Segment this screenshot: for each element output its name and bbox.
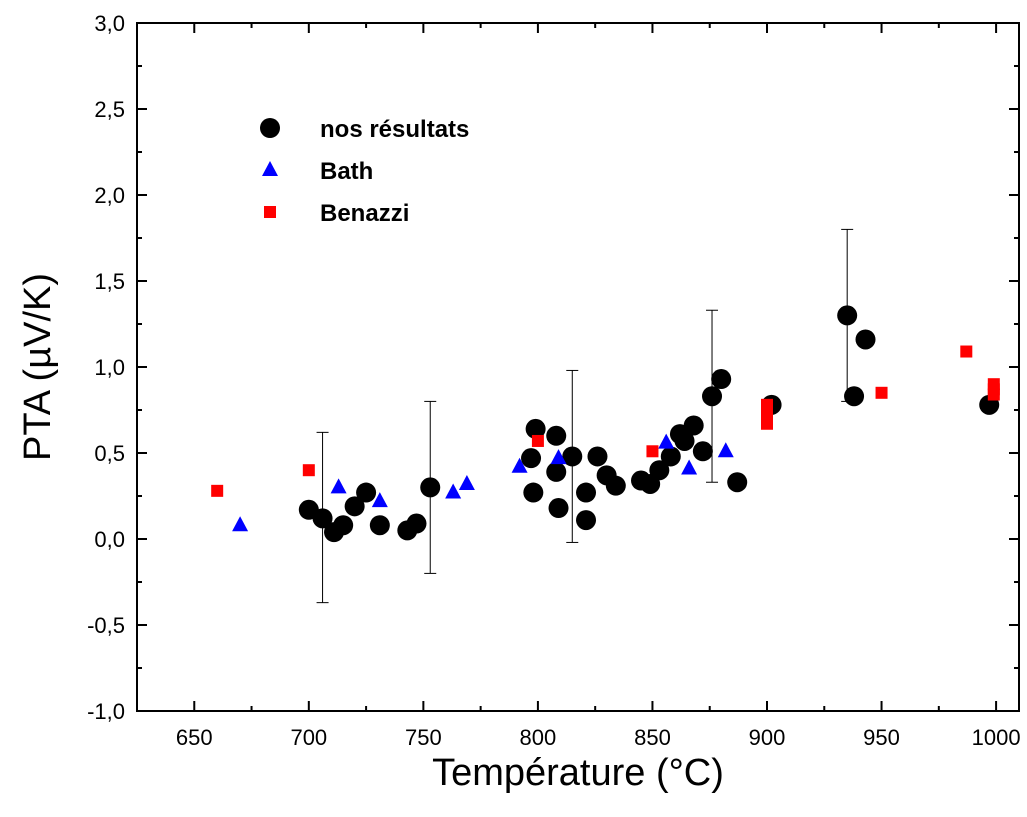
x-tick-label: 750	[405, 725, 442, 750]
data-point	[420, 477, 441, 498]
data-point	[356, 482, 377, 503]
x-tick-label: 950	[863, 725, 900, 750]
data-point	[605, 475, 626, 496]
data-point	[649, 460, 670, 481]
axis-ticks: 650 700 750 800 850 900 950 1000 -1,0 -0,5 0,0 0,5 1…	[87, 11, 1020, 750]
data-point	[371, 492, 388, 508]
x-axis-title: Température (°C)	[432, 752, 724, 794]
data-point	[683, 415, 704, 436]
data-point	[576, 510, 597, 531]
data-point	[727, 472, 748, 493]
x-tick-label: 1000	[972, 725, 1021, 750]
x-tick-label: 650	[176, 725, 213, 750]
data-point	[548, 498, 569, 519]
data-point	[330, 478, 347, 494]
data-point	[717, 442, 734, 458]
data-point	[960, 345, 973, 358]
data-point	[855, 329, 876, 350]
data-point	[333, 515, 354, 536]
data-point	[875, 386, 888, 399]
data-point	[511, 457, 528, 473]
data-point	[646, 445, 659, 458]
y-tick-label: 2,5	[94, 97, 125, 122]
data-point	[987, 378, 1000, 391]
data-point	[674, 430, 695, 451]
data-point	[844, 386, 865, 407]
data-point	[761, 398, 773, 411]
data-point	[445, 483, 462, 499]
data-point	[406, 513, 427, 534]
x-tick-label: 800	[520, 725, 557, 750]
data-point	[369, 515, 390, 536]
data-point	[312, 508, 333, 529]
series-1	[232, 433, 734, 532]
data-series	[211, 305, 1000, 543]
data-point	[587, 446, 608, 467]
x-tick-label: 900	[749, 725, 786, 750]
legend-marker	[264, 206, 276, 218]
series-2	[211, 345, 1000, 497]
y-tick-label: 0,0	[94, 527, 125, 552]
legend-label: Benazzi	[320, 200, 409, 227]
data-point	[692, 441, 713, 462]
data-point	[837, 305, 858, 326]
data-point	[681, 459, 698, 475]
data-point	[658, 433, 675, 449]
y-tick-label: -1,0	[87, 699, 125, 724]
x-tick-label: 850	[634, 725, 671, 750]
legend-label: Bath	[320, 158, 373, 185]
legend-marker	[262, 161, 278, 176]
y-tick-label: 0,5	[94, 441, 125, 466]
data-point	[211, 484, 224, 497]
data-point	[550, 449, 567, 465]
y-tick-label: -0,5	[87, 613, 125, 638]
data-point	[546, 425, 567, 446]
data-point	[761, 417, 773, 430]
y-axis-title: PTA (µV/K)	[17, 273, 59, 461]
data-point	[711, 369, 732, 390]
data-point	[523, 482, 544, 503]
data-point	[576, 482, 597, 503]
data-point	[660, 446, 681, 467]
x-tick-label: 700	[290, 725, 327, 750]
data-point	[521, 448, 542, 469]
data-point	[562, 446, 583, 467]
data-point	[702, 386, 723, 407]
data-point	[531, 434, 544, 447]
data-point	[344, 496, 365, 517]
y-tick-label: 1,5	[94, 269, 125, 294]
legend: nos résultats Bath Benazzi	[260, 116, 469, 227]
data-point	[546, 461, 567, 482]
y-tick-label: 1,0	[94, 355, 125, 380]
y-tick-label: 3,0	[94, 11, 125, 36]
legend-label: nos résultats	[320, 116, 469, 143]
legend-marker	[260, 118, 280, 138]
data-point	[302, 464, 315, 477]
data-point	[232, 516, 249, 532]
data-point	[525, 418, 546, 439]
y-tick-label: 2,0	[94, 183, 125, 208]
series-0	[298, 305, 1000, 543]
data-point	[458, 474, 475, 490]
